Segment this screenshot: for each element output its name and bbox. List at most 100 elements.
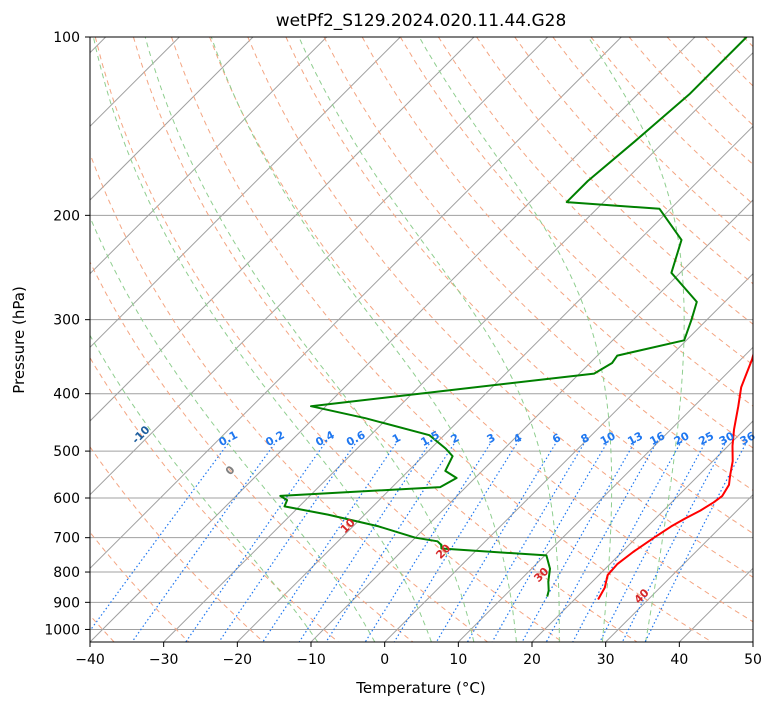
dry-adiabat-line	[90, 152, 488, 642]
moist-adiabat-line	[90, 334, 319, 642]
mixing-ratio-line	[466, 440, 587, 642]
x-tick-label: −20	[223, 652, 253, 668]
mixing-ratio-label: 0.6	[344, 428, 368, 449]
x-tick-label: 30	[597, 652, 615, 668]
mixing-ratio-label: 4	[511, 431, 524, 446]
dry-adiabat-line	[209, 37, 753, 623]
mixing-ratio-line	[435, 440, 558, 642]
moist-adiabat-line	[298, 37, 560, 642]
mixing-ratio-line	[393, 440, 520, 642]
mixing-ratio-label: 0.2	[263, 428, 286, 449]
isotherm--70	[90, 37, 475, 422]
dry-adiabat-label: 40	[632, 586, 652, 606]
x-tick-label: 20	[523, 652, 541, 668]
isotherm-0	[384, 272, 753, 642]
plot-frame	[89, 36, 754, 643]
mixing-ratio-label: 1.5	[419, 428, 442, 449]
mixing-ratio-line	[364, 440, 493, 642]
dry-adiabat-line	[90, 356, 339, 642]
dry-adiabat-line	[94, 37, 563, 642]
dry-adiabat-line	[247, 37, 753, 578]
mixing-ratio-line	[491, 440, 609, 642]
dry-adiabat-line	[132, 37, 638, 642]
y-tick-label: 900	[53, 595, 80, 611]
mixing-ratio-label: 16	[648, 429, 668, 448]
isotherm--10	[310, 199, 753, 642]
temperature-profile-line	[597, 352, 753, 600]
mixing-ratio-label: 25	[696, 429, 716, 448]
moist-adiabat-line	[210, 37, 517, 642]
dry-adiabat-line	[90, 446, 264, 642]
isotherm-10	[457, 346, 753, 642]
mixing-ratio-lines	[90, 440, 748, 642]
x-tick-label: 10	[449, 652, 467, 668]
isotherm--100	[90, 37, 254, 201]
dry-adiabat-line	[90, 531, 190, 642]
profile-series	[279, 37, 753, 600]
x-tick-label: 50	[744, 652, 762, 668]
x-tick-label: 0	[380, 652, 389, 668]
isotherm--40	[90, 37, 696, 642]
dewpoint-profile-line	[279, 37, 748, 597]
dry-adiabat-line	[590, 37, 753, 205]
dry-adiabat-line	[476, 37, 753, 325]
dry-adiabat-line	[323, 37, 753, 491]
line-labels: 0.1 0.2 0.4 0.6 1 1.5 2 3 4 6 8 10 13 16 20 25 30 36-1001…	[129, 423, 757, 606]
mixing-ratio-line	[572, 440, 683, 642]
mixing-ratio-line	[599, 440, 707, 642]
mixing-ratio-label: 10	[598, 429, 618, 448]
mixing-ratio-line	[218, 440, 358, 642]
y-tick-label: 600	[53, 491, 80, 507]
mixing-ratio-label: 0.1	[217, 428, 240, 449]
mixing-ratio-line	[644, 440, 748, 642]
plot-area	[90, 37, 753, 642]
x-tick-label: −30	[149, 652, 179, 668]
mixing-ratio-label: 3	[485, 431, 498, 446]
moist-adiabats	[90, 37, 685, 642]
dry-adiabat-line	[704, 37, 753, 87]
moist-adiabat-line	[418, 37, 613, 642]
isotherm--60	[90, 37, 549, 496]
isotherm-30	[605, 493, 753, 642]
isotherm-50	[752, 641, 753, 642]
dry-adiabat-line	[552, 37, 753, 245]
x-tick-label: 40	[670, 652, 688, 668]
dry-adiabat-line	[399, 37, 753, 407]
y-tick-label: 100	[53, 30, 80, 46]
x-tick-label: −10	[296, 652, 326, 668]
chart-title: wetPf2_S129.2024.020.11.44.G28	[276, 11, 567, 31]
mixing-ratio-label: 1	[390, 431, 403, 446]
y-axis-label: Pressure (hPa)	[10, 286, 28, 394]
isotherm--90	[90, 37, 328, 275]
y-tick-label: 1000	[44, 622, 80, 638]
dry-adiabats	[90, 37, 753, 642]
dry-adiabat-label: 0	[223, 463, 238, 478]
mixing-ratio-line	[621, 440, 728, 642]
dry-adiabat-label: -10	[129, 423, 152, 446]
mixing-ratio-line	[131, 440, 278, 642]
dry-adiabat-line	[743, 37, 753, 48]
y-tick-label: 200	[53, 208, 80, 224]
y-tick-label: 800	[53, 565, 80, 581]
dry-adiabat-line	[437, 37, 753, 366]
y-tick-label: 300	[53, 313, 80, 329]
moist-adiabat-line	[92, 37, 432, 642]
y-tick-label: 400	[53, 387, 80, 403]
y-tick-label: 700	[53, 531, 80, 547]
isotherm--30	[163, 51, 753, 642]
isotherm--80	[90, 37, 401, 349]
mixing-ratio-label: 30	[717, 429, 737, 448]
x-tick-label: −40	[75, 652, 105, 668]
dry-adiabat-line	[90, 260, 414, 642]
x-axis-label: Temperature (°C)	[355, 679, 485, 697]
isobar-grid	[90, 37, 753, 630]
dry-adiabat-line	[361, 37, 753, 449]
mixing-ratio-line	[262, 440, 399, 642]
isotherm-40	[678, 567, 753, 642]
y-axis: 100 200 300 400 500 600 700 800 900 1000	[44, 30, 90, 638]
mixing-ratio-label: 8	[579, 431, 592, 446]
moist-adiabat-line	[90, 215, 376, 642]
dry-adiabat-line	[171, 37, 712, 642]
mixing-ratio-label: 13	[625, 429, 645, 448]
